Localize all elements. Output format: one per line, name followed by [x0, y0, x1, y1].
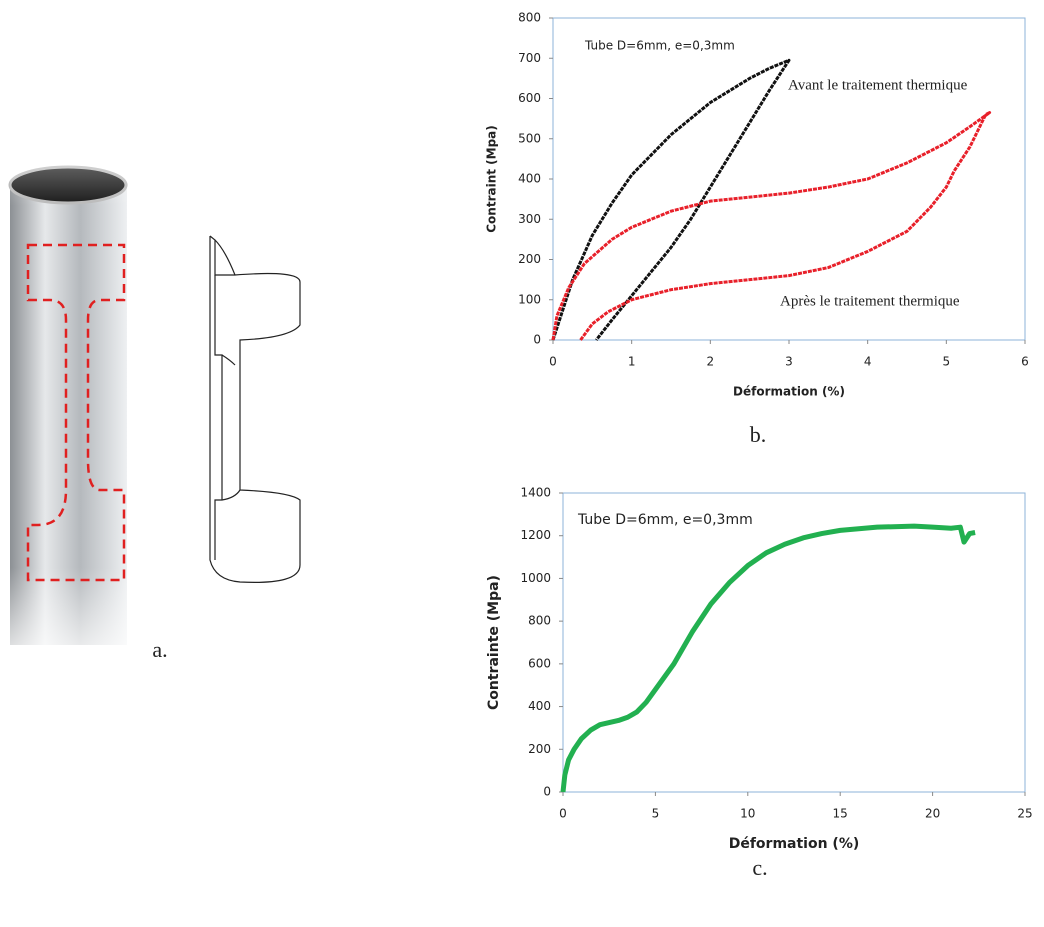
x-tick-label: 4 [864, 355, 872, 369]
data-line [551, 111, 992, 341]
x-tick-label: 6 [1021, 355, 1029, 369]
y-tick-label: 1400 [520, 486, 551, 500]
x-tick-label: 0 [559, 807, 567, 821]
tube-photo [8, 128, 128, 645]
x-axis-label: Déformation (%) [729, 836, 860, 852]
x-tick-label: 15 [833, 807, 848, 821]
y-tick-label: 300 [518, 212, 541, 226]
x-tick-label: 3 [785, 355, 793, 369]
panel-label: b. [750, 422, 767, 447]
y-tick-label: 500 [518, 131, 541, 145]
x-tick-label: 0 [549, 355, 557, 369]
panel-label: c. [752, 855, 767, 880]
y-tick-label: 800 [528, 614, 551, 628]
y-tick-label: 200 [528, 742, 551, 756]
data-line [551, 58, 791, 341]
specimen-drawing [209, 235, 301, 583]
y-tick-label: 1000 [520, 571, 551, 585]
plot-frame [562, 492, 1026, 793]
x-axis-label: Déformation (%) [733, 385, 845, 399]
y-axis-label: Contraint (Mpa) [485, 125, 499, 233]
annotation: Avant le traitement thermique [788, 77, 968, 93]
x-tick-label: 5 [652, 807, 660, 821]
y-tick-label: 800 [518, 11, 541, 25]
y-tick-label: 600 [528, 656, 551, 670]
plot-frame [552, 17, 1026, 341]
y-axis-label: Contrainte (Mpa) [486, 575, 502, 710]
y-tick-label: 0 [533, 333, 541, 347]
y-tick-label: 600 [518, 91, 541, 105]
annotation: Après le traitement thermique [780, 293, 960, 309]
y-tick-label: 0 [543, 785, 551, 799]
annotation: Tube D=6mm, e=0,3mm [577, 512, 753, 528]
y-tick-label: 100 [518, 292, 541, 306]
x-tick-label: 2 [707, 355, 715, 369]
x-tick-label: 10 [740, 807, 755, 821]
panel-label: a. [152, 637, 167, 662]
y-tick-label: 400 [518, 172, 541, 186]
y-tick-label: 1200 [520, 528, 551, 542]
x-tick-label: 1 [628, 355, 636, 369]
annotation: Tube D=6mm, e=0,3mm [584, 39, 735, 53]
x-tick-label: 20 [925, 807, 940, 821]
y-tick-label: 200 [518, 252, 541, 266]
x-tick-label: 5 [943, 355, 951, 369]
y-tick-label: 400 [528, 699, 551, 713]
data-line [560, 523, 976, 793]
x-tick-label: 25 [1017, 807, 1032, 821]
y-tick-label: 700 [518, 51, 541, 65]
